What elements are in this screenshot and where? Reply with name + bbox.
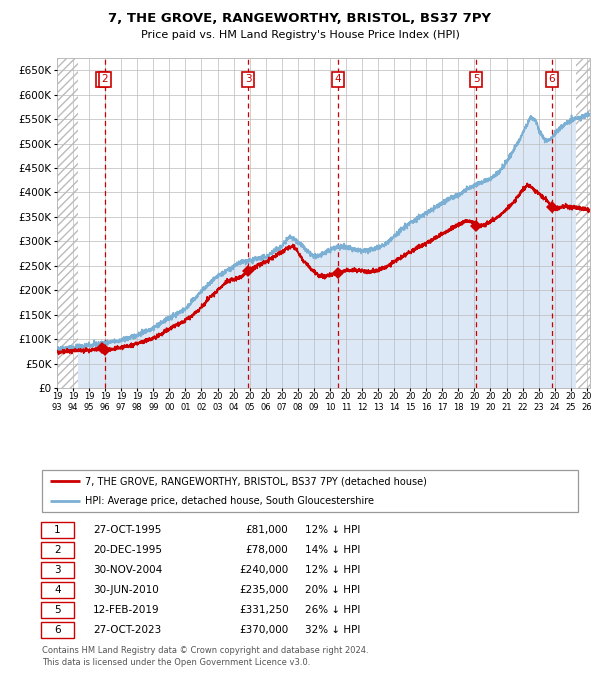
Text: 7, THE GROVE, RANGEWORTHY, BRISTOL, BS37 7PY (detached house): 7, THE GROVE, RANGEWORTHY, BRISTOL, BS37… xyxy=(85,476,427,486)
Text: 14% ↓ HPI: 14% ↓ HPI xyxy=(305,545,360,555)
Text: 12% ↓ HPI: 12% ↓ HPI xyxy=(305,525,360,535)
Text: 30-JUN-2010: 30-JUN-2010 xyxy=(93,585,158,595)
Text: 27-OCT-2023: 27-OCT-2023 xyxy=(93,625,161,635)
Text: 4: 4 xyxy=(335,74,341,84)
Text: 2: 2 xyxy=(54,545,61,555)
Text: £81,000: £81,000 xyxy=(246,525,289,535)
Text: 3: 3 xyxy=(54,565,61,575)
Text: 20% ↓ HPI: 20% ↓ HPI xyxy=(305,585,360,595)
FancyBboxPatch shape xyxy=(41,542,74,558)
Text: £370,000: £370,000 xyxy=(239,625,289,635)
FancyBboxPatch shape xyxy=(41,522,74,538)
Text: 20-DEC-1995: 20-DEC-1995 xyxy=(93,545,162,555)
Text: 12% ↓ HPI: 12% ↓ HPI xyxy=(305,565,360,575)
Text: 5: 5 xyxy=(54,605,61,615)
Text: £240,000: £240,000 xyxy=(239,565,289,575)
Text: 30-NOV-2004: 30-NOV-2004 xyxy=(93,565,162,575)
Text: £78,000: £78,000 xyxy=(246,545,289,555)
Text: 12-FEB-2019: 12-FEB-2019 xyxy=(93,605,160,615)
Text: 27-OCT-1995: 27-OCT-1995 xyxy=(93,525,161,535)
Text: 1: 1 xyxy=(54,525,61,535)
Text: 5: 5 xyxy=(473,74,479,84)
Text: 2: 2 xyxy=(101,74,108,84)
Text: 26% ↓ HPI: 26% ↓ HPI xyxy=(305,605,360,615)
FancyBboxPatch shape xyxy=(41,562,74,578)
Text: £235,000: £235,000 xyxy=(239,585,289,595)
Text: 7, THE GROVE, RANGEWORTHY, BRISTOL, BS37 7PY: 7, THE GROVE, RANGEWORTHY, BRISTOL, BS37… xyxy=(109,12,491,25)
Text: Price paid vs. HM Land Registry's House Price Index (HPI): Price paid vs. HM Land Registry's House … xyxy=(140,30,460,40)
FancyBboxPatch shape xyxy=(41,582,74,598)
Text: 32% ↓ HPI: 32% ↓ HPI xyxy=(305,625,360,635)
Text: 6: 6 xyxy=(548,74,555,84)
FancyBboxPatch shape xyxy=(42,470,578,512)
Text: 1: 1 xyxy=(99,74,106,84)
Text: £331,250: £331,250 xyxy=(239,605,289,615)
FancyBboxPatch shape xyxy=(41,602,74,618)
Text: 3: 3 xyxy=(245,74,251,84)
Text: 6: 6 xyxy=(54,625,61,635)
FancyBboxPatch shape xyxy=(41,622,74,638)
Text: 4: 4 xyxy=(54,585,61,595)
Text: Contains HM Land Registry data © Crown copyright and database right 2024.: Contains HM Land Registry data © Crown c… xyxy=(42,646,368,655)
Text: This data is licensed under the Open Government Licence v3.0.: This data is licensed under the Open Gov… xyxy=(42,658,310,667)
Text: HPI: Average price, detached house, South Gloucestershire: HPI: Average price, detached house, Sout… xyxy=(85,496,374,506)
